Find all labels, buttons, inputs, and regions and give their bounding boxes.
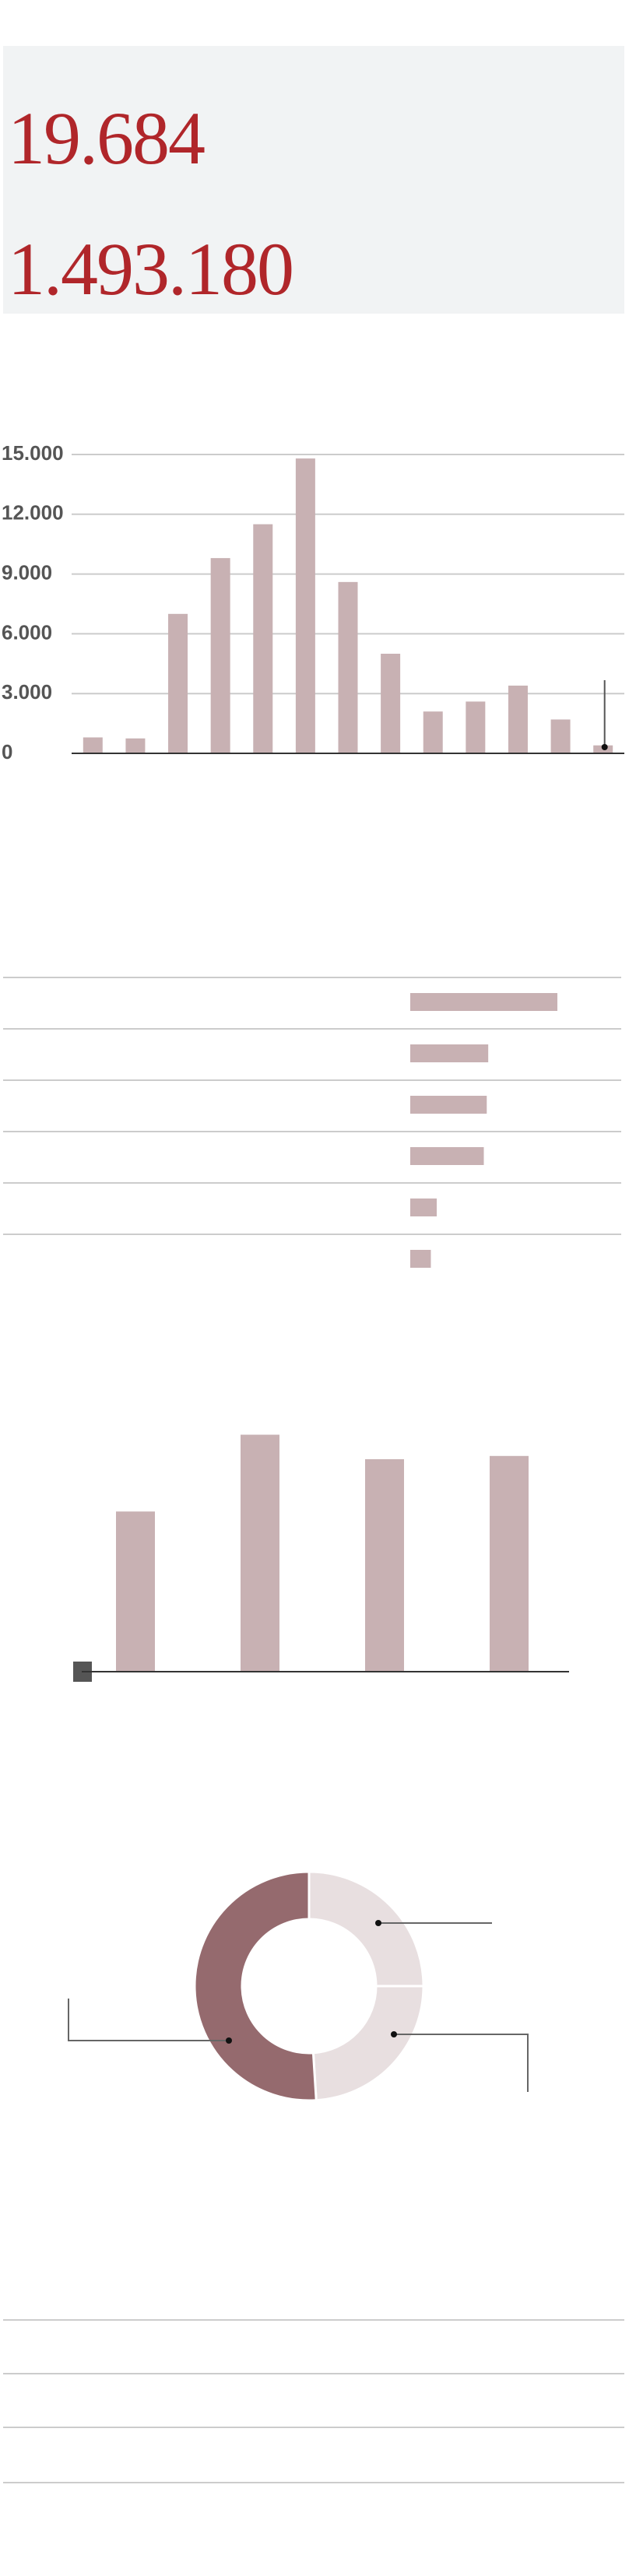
bar (410, 1250, 431, 1268)
bar (241, 1434, 279, 1672)
bar (365, 1459, 404, 1672)
leader-lines (68, 1922, 529, 2092)
y-tick-label: 9.000 (2, 560, 52, 584)
y-tick-label: 6.000 (2, 620, 52, 644)
bar (253, 524, 273, 753)
bar (338, 581, 358, 753)
annotation-dot (601, 744, 608, 750)
bar (410, 1096, 487, 1114)
stats-panel (3, 46, 624, 314)
bar (168, 613, 188, 753)
y-tick-label: 0 (2, 740, 12, 763)
donut-slice (311, 1985, 425, 2102)
bar (83, 737, 103, 753)
bar (490, 1455, 529, 1672)
bar (410, 1044, 489, 1062)
bar (381, 654, 401, 753)
donut-slice (193, 1870, 318, 2102)
bar (410, 993, 557, 1011)
bar (410, 1147, 484, 1165)
y-tick-label: 12.000 (2, 501, 64, 525)
stat-value: 1.493.180 (8, 227, 293, 311)
bar (410, 1199, 437, 1216)
bar (423, 711, 443, 753)
bar (210, 558, 230, 753)
y-tick-label: 15.000 (2, 441, 64, 465)
bar (125, 738, 146, 753)
leader-dots (226, 1920, 397, 2044)
bar (295, 458, 315, 753)
bar (466, 701, 486, 753)
bar (550, 719, 571, 753)
bar (116, 1511, 155, 1672)
row-lines (3, 2319, 624, 2483)
y-tick-label: 3.000 (2, 680, 52, 704)
stat-value: 19.684 (8, 97, 205, 180)
bar (508, 685, 528, 753)
donut-slice (307, 1870, 425, 1988)
